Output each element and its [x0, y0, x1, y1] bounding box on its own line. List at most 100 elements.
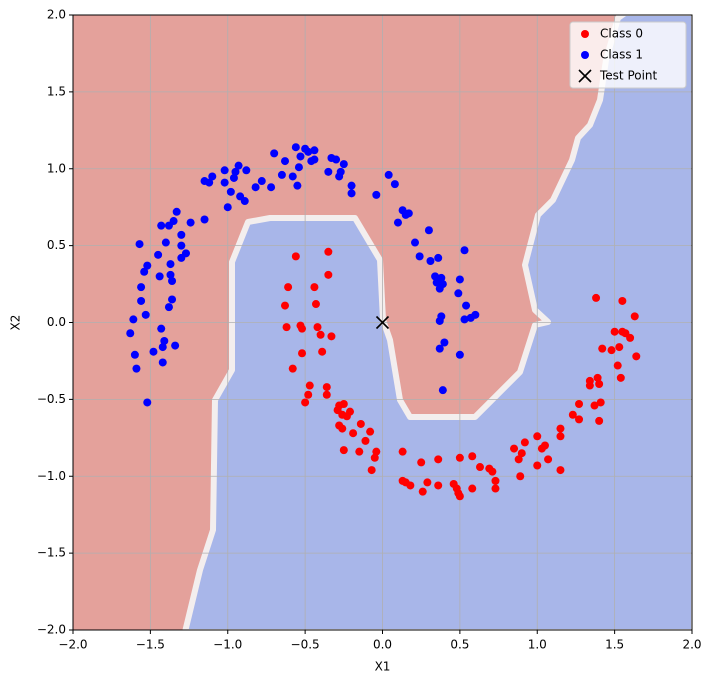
point — [166, 260, 175, 269]
legend-label: Test Point — [599, 69, 658, 83]
point — [632, 352, 641, 361]
point — [630, 312, 639, 321]
legend-marker — [578, 69, 592, 83]
point — [322, 390, 331, 399]
point — [418, 487, 427, 496]
y-tick-label: 0.0 — [47, 315, 66, 329]
point — [575, 399, 584, 408]
point — [438, 386, 447, 395]
point — [616, 373, 625, 382]
point — [267, 183, 276, 192]
point — [339, 399, 348, 408]
point — [468, 452, 477, 461]
point — [327, 332, 336, 341]
point — [460, 315, 469, 324]
legend-label: Class 0 — [600, 27, 643, 41]
point — [316, 330, 325, 339]
point — [154, 250, 163, 259]
point — [129, 315, 138, 324]
y-tick-label: 2.0 — [47, 8, 66, 22]
point — [437, 273, 446, 282]
point — [294, 163, 303, 172]
point — [424, 226, 433, 235]
point — [491, 476, 500, 485]
y-tick-label: −1.0 — [37, 469, 66, 483]
point — [304, 147, 313, 156]
point — [143, 261, 152, 270]
point — [157, 324, 166, 333]
point — [626, 333, 635, 342]
point — [291, 143, 300, 152]
point — [356, 419, 365, 428]
point — [240, 197, 249, 206]
point — [423, 478, 432, 487]
point — [304, 390, 313, 399]
point — [384, 170, 393, 179]
point — [166, 270, 175, 279]
point — [242, 166, 251, 175]
point — [491, 484, 500, 493]
point — [231, 167, 240, 176]
point — [520, 438, 529, 447]
point — [596, 398, 605, 407]
point — [322, 383, 331, 392]
point — [592, 293, 601, 302]
point — [434, 481, 443, 490]
point — [282, 323, 291, 332]
y-axis-label: X2 — [9, 315, 23, 331]
point — [431, 272, 440, 281]
point — [556, 432, 565, 441]
points — [126, 143, 641, 501]
point — [533, 432, 542, 441]
x-tick-label: 0.5 — [450, 638, 469, 652]
point — [488, 467, 497, 476]
point — [311, 300, 320, 309]
point — [610, 327, 619, 336]
point — [324, 247, 333, 256]
point — [132, 364, 141, 373]
x-tick-label: −1.0 — [213, 638, 242, 652]
point — [440, 338, 449, 347]
x-tick-label: −0.5 — [291, 638, 320, 652]
point — [157, 221, 166, 230]
point — [454, 289, 463, 298]
point — [158, 358, 167, 367]
point — [468, 484, 477, 493]
legend-label: Class 1 — [600, 48, 643, 62]
point — [200, 215, 209, 224]
x-tick-label: 0.0 — [373, 638, 392, 652]
point — [349, 429, 358, 438]
point — [372, 447, 381, 456]
y-tick-label: −1.5 — [37, 546, 66, 560]
point — [220, 166, 229, 175]
point — [177, 230, 186, 239]
point — [556, 424, 565, 433]
point — [398, 447, 407, 456]
point — [177, 241, 186, 250]
point — [415, 252, 424, 261]
point — [310, 155, 319, 164]
point — [155, 272, 164, 281]
point — [406, 481, 415, 490]
legend: Class 0 Class 1 Test Point — [569, 21, 687, 89]
point — [137, 283, 146, 292]
point — [168, 276, 177, 285]
point — [288, 172, 297, 181]
point — [257, 177, 266, 186]
point — [251, 183, 260, 192]
point — [298, 349, 307, 358]
y-tick-label: 1.5 — [47, 84, 66, 98]
point — [336, 167, 345, 176]
point — [455, 350, 464, 359]
test-point — [375, 315, 390, 330]
point — [305, 381, 314, 390]
point — [595, 380, 604, 388]
point — [296, 152, 305, 161]
point — [410, 238, 419, 247]
x-tick-label: −2.0 — [58, 638, 87, 652]
point — [168, 295, 177, 304]
legend-box — [569, 21, 687, 89]
point — [338, 424, 347, 433]
point — [475, 463, 484, 472]
